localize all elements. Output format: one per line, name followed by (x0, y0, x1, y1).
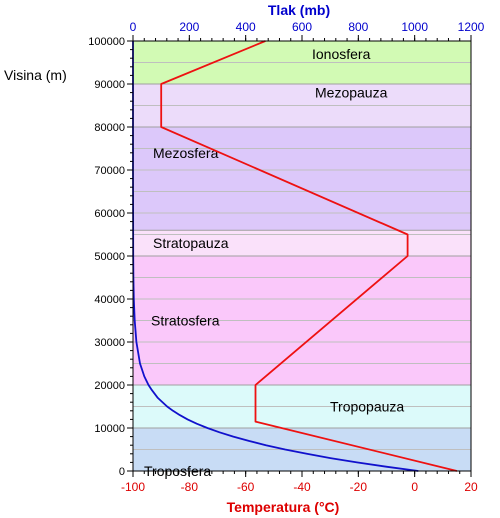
temperature-line (160, 40, 458, 472)
layer-band (133, 127, 471, 231)
x-top-axis-title: Tlak (mb) (268, 2, 330, 18)
x-bottom-tick-label: -80 (181, 480, 199, 494)
layer-label: Tropopauza (330, 399, 404, 415)
y-tick-label: 50000 (94, 251, 125, 263)
layer-labels: TroposferaTropopauzaStratosferaStratopau… (144, 46, 404, 479)
y-tick-label: 100000 (88, 36, 125, 48)
layer-label: Stratosfera (151, 313, 220, 329)
axes: 0100002000030000400005000060000700008000… (88, 20, 484, 494)
layer-label: Ionosfera (312, 46, 371, 62)
layer-label: Mezopauza (315, 85, 388, 101)
x-top-tick-label: 400 (236, 20, 256, 34)
layer-label: Stratopauza (153, 235, 229, 251)
x-top-tick-label: 1000 (401, 20, 428, 34)
x-top-tick-label: 600 (292, 20, 312, 34)
layer-label: Mezosfera (153, 145, 219, 161)
grid-lines (133, 62, 471, 450)
y-tick-label: 90000 (94, 79, 125, 91)
x-top-tick-label: 0 (130, 20, 137, 34)
y-tick-label: 30000 (94, 337, 125, 349)
y-tick-label: 0 (119, 466, 125, 478)
x-bottom-tick-label: -60 (237, 480, 255, 494)
y-tick-label: 70000 (94, 165, 125, 177)
x-top-tick-label: 200 (179, 20, 199, 34)
x-top-tick-label: 1200 (458, 20, 485, 34)
x-top-tick-label: 800 (348, 20, 368, 34)
x-bottom-tick-label: -20 (350, 480, 368, 494)
y-axis-title: Visina (m) (4, 67, 67, 83)
x-bottom-tick-label: -100 (121, 480, 145, 494)
y-tick-label: 10000 (94, 423, 125, 435)
x-bottom-tick-label: 20 (464, 480, 478, 494)
y-tick-label: 20000 (94, 380, 125, 392)
y-tick-label: 60000 (94, 208, 125, 220)
x-bottom-axis-title: Temperatura (°C) (227, 499, 340, 515)
y-tick-label: 40000 (94, 294, 125, 306)
x-bottom-tick-label: 0 (411, 480, 418, 494)
y-tick-label: 80000 (94, 122, 125, 134)
x-bottom-tick-label: -40 (293, 480, 311, 494)
